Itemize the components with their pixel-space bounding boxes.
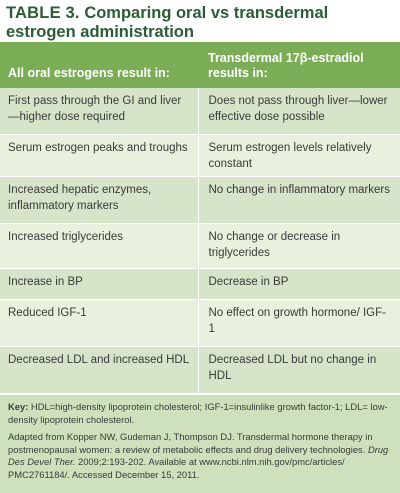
table-number: TABLE 3. [6,4,80,22]
cell-oral: Decreased LDL and increased HDL [0,346,198,394]
cell-transdermal: Decrease in BP [197,268,400,300]
cell-oral: Increased triglycerides [0,223,198,269]
cell-transdermal: No effect on growth hormone/ IGF-1 [197,299,400,347]
cell-oral: Reduced IGF-1 [0,299,198,347]
header-oral: All oral estrogens result in: [0,42,198,88]
table-row: First pass through the GI and liver—high… [0,88,400,135]
table-header-row: All oral estrogens result in: Transderma… [0,42,400,88]
cell-transdermal: No change in inflammatory markers [197,176,400,224]
cell-oral: Serum estrogen peaks and troughs [0,134,198,177]
table-title: TABLE 3. Comparing oral vs transdermal e… [0,0,400,42]
table-row: Increase in BP Decrease in BP [0,268,400,300]
key-text: HDL=high-density lipoprotein cholesterol… [8,401,388,425]
source-text: Adapted from Kopper NW, Gudeman J, Thomp… [8,431,373,455]
table-row: Serum estrogen peaks and troughs Serum e… [0,134,400,177]
table-row: Decreased LDL and increased HDL Decrease… [0,346,400,394]
cell-oral: Increase in BP [0,268,198,300]
table-row: Increased hepatic enzymes, inflammatory … [0,176,400,224]
cell-oral: First pass through the GI and liver—high… [0,88,198,135]
cell-transdermal: Decreased LDL but no change in HDL [197,346,400,394]
cell-oral: Increased hepatic enzymes, inflammatory … [0,176,198,224]
source-note: Adapted from Kopper NW, Gudeman J, Thomp… [8,431,392,481]
header-transdermal: Transdermal 17β-estradiol results in: [198,42,400,88]
cell-transdermal: No change or decrease in triglycerides [197,223,400,269]
table-title-text: Comparing oral vs transdermal estrogen a… [6,4,329,41]
table-row: Increased triglycerides No change or dec… [0,223,400,269]
cell-transdermal: Does not pass through liver—lower effect… [197,88,400,135]
key-note: Key: HDL=high-density lipoprotein choles… [8,401,392,426]
cell-transdermal: Serum estrogen levels relatively constan… [197,134,400,177]
table-footnotes: Key: HDL=high-density lipoprotein choles… [0,394,400,493]
comparison-table: All oral estrogens result in: Transderma… [0,42,400,394]
key-label: Key: [8,401,29,412]
table-row: Reduced IGF-1 No effect on growth hormon… [0,299,400,347]
